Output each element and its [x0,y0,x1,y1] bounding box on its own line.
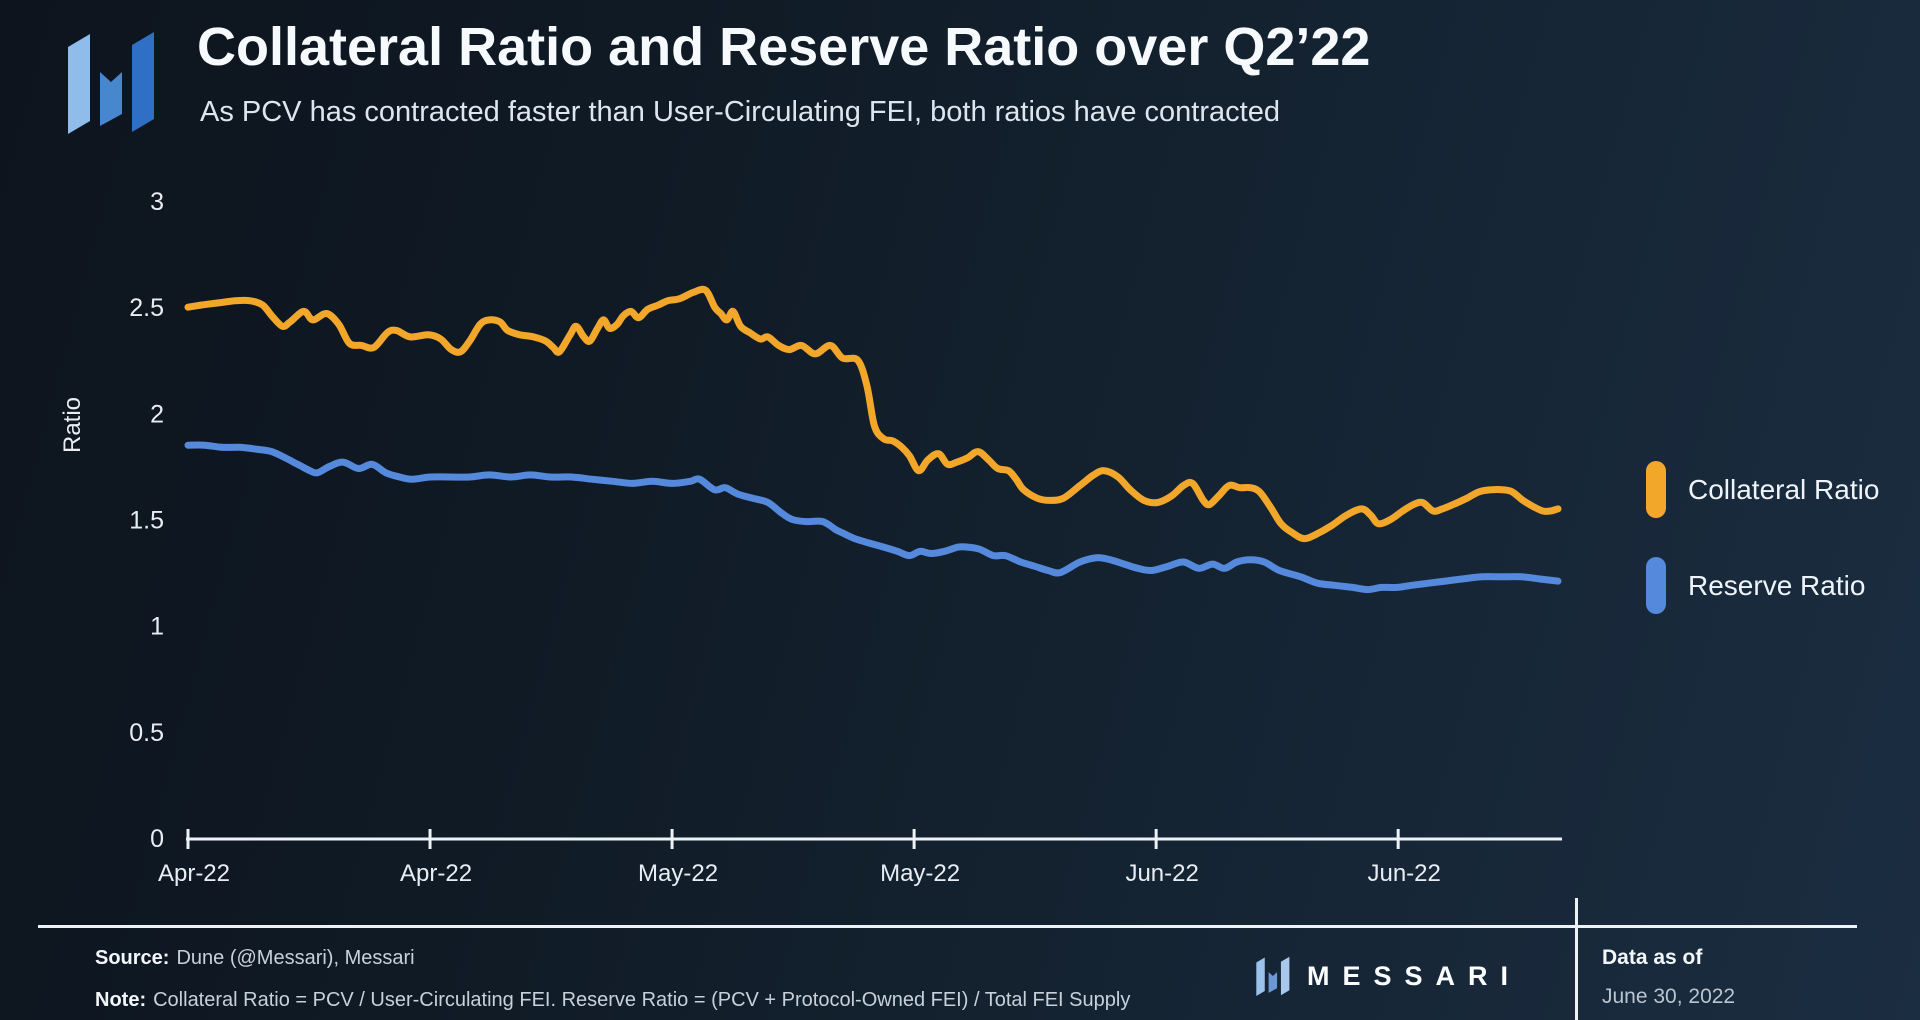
legend-swatch-reserve-icon [1646,557,1666,614]
y-axis-title: Ratio [59,397,86,453]
note-line: Note: Collateral Ratio = PCV / User-Circu… [95,989,1130,1012]
brand-name: MESSARI [1307,960,1522,991]
series-line-reserve-ratio [184,441,1562,594]
legend-item-collateral-ratio: Collateral Ratio [1646,461,1879,518]
data-as-of-value: June 30, 2022 [1602,985,1736,1008]
x-axis-tick-label: Apr-22 [400,860,472,887]
source-text: Dune (@Messari), Messari [176,947,415,969]
chart-subtitle: As PCV has contracted faster than User-C… [200,96,1280,128]
source-line: Source: Dune (@Messari), Messari [95,947,415,970]
source-label: Source: [95,947,170,969]
legend-item-reserve-ratio: Reserve Ratio [1646,557,1879,614]
x-axis-tick-label: Jun-22 [1367,860,1440,887]
x-axis-tick-label: May-22 [880,860,960,887]
y-axis-tick-label: 2.5 [129,294,164,322]
note-label: Note: [95,989,147,1011]
x-axis-tick-label: Jun-22 [1125,860,1198,887]
messari-wordmark: MESSARI [1256,956,1521,996]
footer-divider [38,925,1857,928]
legend-swatch-collateral-icon [1646,461,1666,518]
messari-mark-icon [1256,956,1290,996]
x-axis-tick-label: May-22 [638,860,718,887]
data-as-of-label: Data as of [1602,946,1703,969]
y-axis-tick-label: 2 [150,400,164,428]
series-line-collateral-ratio [184,285,1562,543]
y-axis-tick-label: 3 [150,188,164,216]
chart-title: Collateral Ratio and Reserve Ratio over … [197,17,1371,77]
y-axis-tick-label: 0 [150,825,164,853]
messari-logo-icon [68,30,160,134]
legend-label-collateral: Collateral Ratio [1688,473,1880,505]
y-axis-tick-label: 0.5 [129,719,164,747]
legend: Collateral Ratio Reserve Ratio [1646,461,1879,653]
note-text: Collateral Ratio = PCV / User-Circulatin… [153,989,1131,1011]
legend-label-reserve: Reserve Ratio [1688,569,1866,601]
footer-vertical-divider [1575,898,1578,1020]
data-as-of: Data as of June 30, 2022 [1602,946,1735,1009]
x-axis-tick-label: Apr-22 [158,860,230,887]
y-axis-tick-label: 1.5 [129,507,164,535]
y-axis-tick-label: 1 [150,613,164,641]
